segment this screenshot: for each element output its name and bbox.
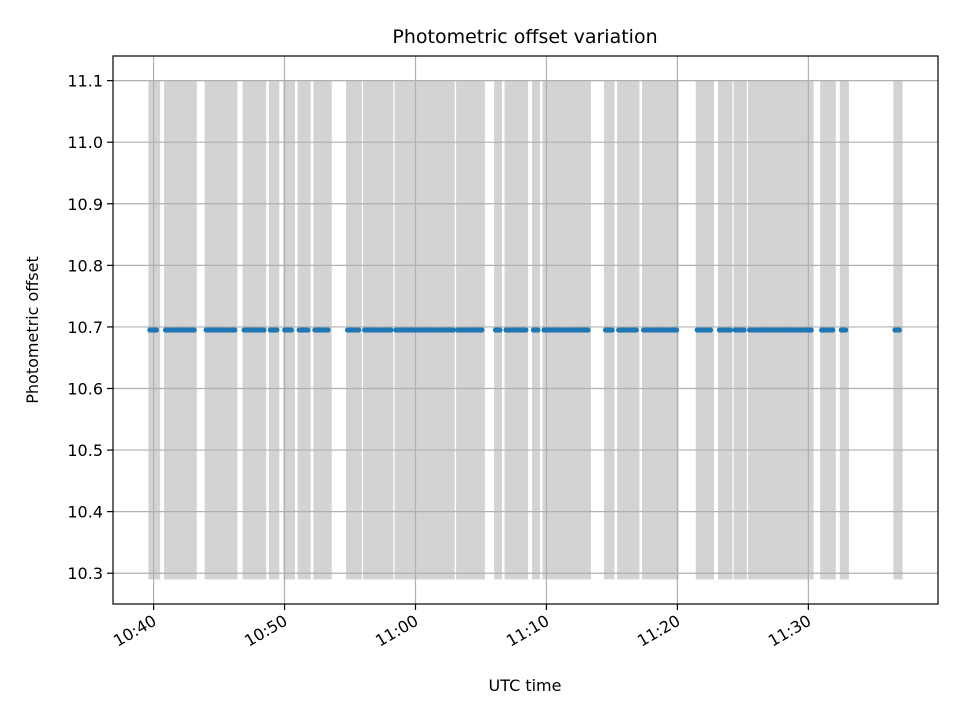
data-point — [633, 327, 639, 333]
data-point — [274, 327, 280, 333]
data-point — [523, 327, 529, 333]
data-point — [191, 327, 197, 333]
x-axis-label: UTC time — [489, 676, 562, 695]
data-point — [261, 327, 267, 333]
data-point — [497, 327, 503, 333]
y-tick-label: 10.6 — [67, 379, 103, 398]
data-point — [741, 327, 747, 333]
data-point — [727, 327, 734, 333]
points-layer — [147, 327, 902, 333]
grid-layer — [113, 56, 938, 604]
y-axis-label: Photometric offset — [23, 256, 42, 404]
data-point — [585, 327, 591, 333]
data-point — [479, 327, 485, 333]
y-tick-label: 10.3 — [67, 564, 103, 583]
y-tick-label: 11.0 — [67, 133, 103, 152]
y-tick-label: 10.8 — [67, 256, 103, 275]
data-point — [232, 327, 238, 333]
data-point — [153, 327, 160, 333]
y-tick-label: 10.4 — [67, 503, 103, 522]
data-point — [830, 327, 836, 333]
data-point — [609, 327, 615, 333]
data-point — [535, 327, 541, 333]
data-point — [288, 327, 294, 333]
y-tick-label: 10.7 — [67, 318, 103, 337]
data-point — [388, 327, 394, 333]
plot-frame — [112, 55, 939, 605]
data-point — [325, 327, 331, 333]
chart-title: Photometric offset variation — [392, 26, 657, 48]
data-point — [450, 327, 456, 333]
data-point — [808, 327, 814, 333]
data-point — [707, 327, 714, 333]
data-point — [843, 327, 849, 333]
data-point — [673, 327, 680, 333]
data-point — [305, 327, 311, 333]
y-tick-label: 11.1 — [67, 72, 103, 91]
data-point — [355, 327, 362, 333]
y-tick-label: 10.5 — [67, 441, 103, 460]
y-tick-label: 10.9 — [67, 195, 103, 214]
data-point — [896, 327, 902, 333]
